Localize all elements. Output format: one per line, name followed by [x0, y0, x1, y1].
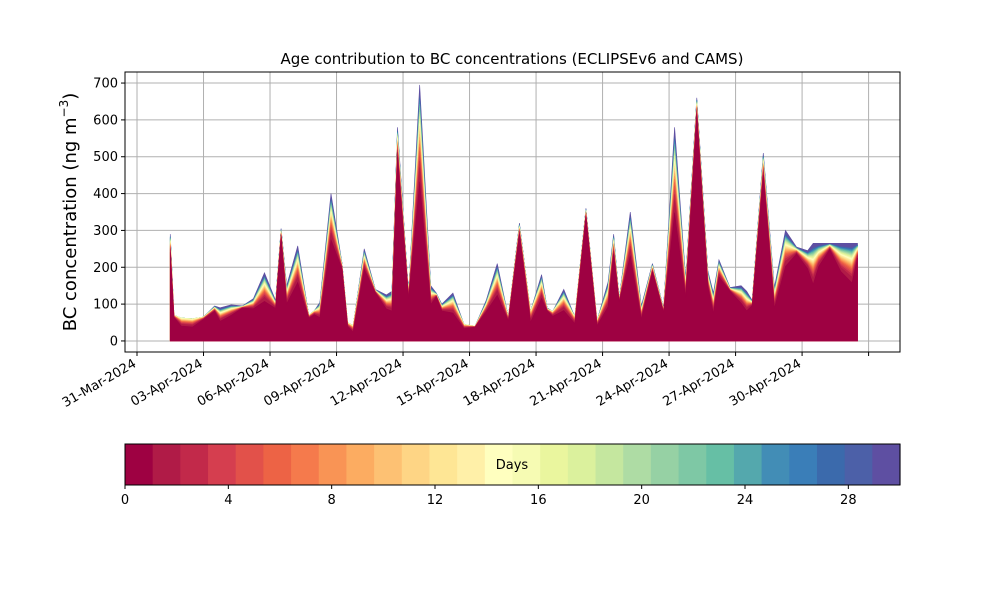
colorbar-tick-label: 24	[737, 493, 754, 508]
colorbar-segment	[401, 444, 431, 485]
colorbar	[125, 444, 901, 485]
colorbar-tick-label: 28	[840, 493, 857, 508]
y-tick-label: 500	[93, 150, 118, 165]
colorbar-segment	[761, 444, 790, 485]
colorbar-segment	[374, 444, 403, 485]
colorbar-tick-label: 8	[328, 493, 336, 508]
colorbar-segment	[567, 444, 597, 485]
colorbar-segment	[318, 444, 348, 485]
colorbar-segment	[152, 444, 181, 485]
x-tick-label: 06-Apr-2024	[195, 356, 272, 409]
colorbar-frame	[124, 443, 901, 486]
colorbar-segment	[733, 444, 763, 485]
stacked-areas	[169, 84, 858, 342]
colorbar-segment	[872, 444, 901, 485]
y-tick-label: 100	[93, 298, 118, 313]
colorbar-segment	[125, 444, 154, 485]
colorbar-tick-label: 16	[530, 493, 547, 508]
x-tick-label: 24-Apr-2024	[594, 356, 671, 409]
x-axis: 31-Mar-202403-Apr-202406-Apr-202409-Apr-…	[60, 352, 870, 411]
colorbar-tick-label: 20	[633, 493, 650, 508]
colorbar-segment	[291, 444, 320, 485]
colorbar-tick-label: 4	[224, 493, 232, 508]
colorbar-segment	[235, 444, 264, 485]
colorbar-segment	[263, 444, 292, 485]
colorbar-segment	[844, 444, 873, 485]
y-tick-label: 600	[93, 113, 118, 128]
colorbar-segment	[208, 444, 237, 485]
x-tick-label: 15-Apr-2024	[394, 356, 471, 409]
y-tick-label: 400	[93, 187, 118, 202]
colorbar-tick-label: 12	[427, 493, 444, 508]
colorbar-ticks: 0 4 8 12 16 20 24 28	[121, 485, 857, 508]
colorbar-segment	[816, 444, 846, 485]
colorbar-label: Days	[496, 458, 529, 473]
colorbar-segment	[484, 444, 514, 485]
x-tick-label: 03-Apr-2024	[128, 356, 205, 409]
y-axis-label-main: BC concentration (ng m	[60, 117, 81, 331]
x-tick-label: 12-Apr-2024	[328, 356, 405, 409]
colorbar-segment	[540, 444, 569, 485]
colorbar-segment	[180, 444, 209, 485]
x-tick-label: 18-Apr-2024	[461, 356, 538, 409]
colorbar-segment	[789, 444, 818, 485]
x-tick-label: 21-Apr-2024	[527, 356, 604, 409]
y-axis: 0 100 200 300 400 500 600 700	[93, 77, 125, 349]
colorbar-segment	[650, 444, 680, 485]
colorbar-tick-label: 0	[121, 493, 129, 508]
y-tick-label: 300	[93, 224, 118, 239]
colorbar-segment	[706, 444, 735, 485]
y-tick-label: 0	[110, 334, 118, 349]
colorbar-segment	[346, 444, 375, 485]
x-tick-label: 30-Apr-2024	[727, 356, 804, 409]
colorbar-segment	[457, 444, 486, 485]
chart-title-group: Age contribution to BC concentrations (E…	[281, 50, 744, 68]
colorbar-segment	[678, 444, 707, 485]
y-tick-label: 200	[93, 261, 118, 276]
y-axis-label-exponent: −3	[57, 100, 71, 118]
x-tick-label: 09-Apr-2024	[261, 356, 338, 409]
x-tick-label: 31-Mar-2024	[60, 356, 139, 410]
x-tick-label: 27-Apr-2024	[660, 356, 737, 409]
colorbar-segment	[623, 444, 652, 485]
age-band-day-0	[169, 113, 858, 342]
colorbar-segment	[595, 444, 624, 485]
y-axis-label: BC concentration (ng m−3)	[57, 93, 81, 332]
y-tick-label: 700	[93, 77, 118, 92]
chart-title: Age contribution to BC concentrations (E…	[281, 50, 744, 68]
colorbar-segment	[429, 444, 458, 485]
y-axis-label-close: )	[60, 93, 81, 100]
plot-frame	[124, 71, 901, 353]
colorbar-segment	[512, 444, 541, 485]
